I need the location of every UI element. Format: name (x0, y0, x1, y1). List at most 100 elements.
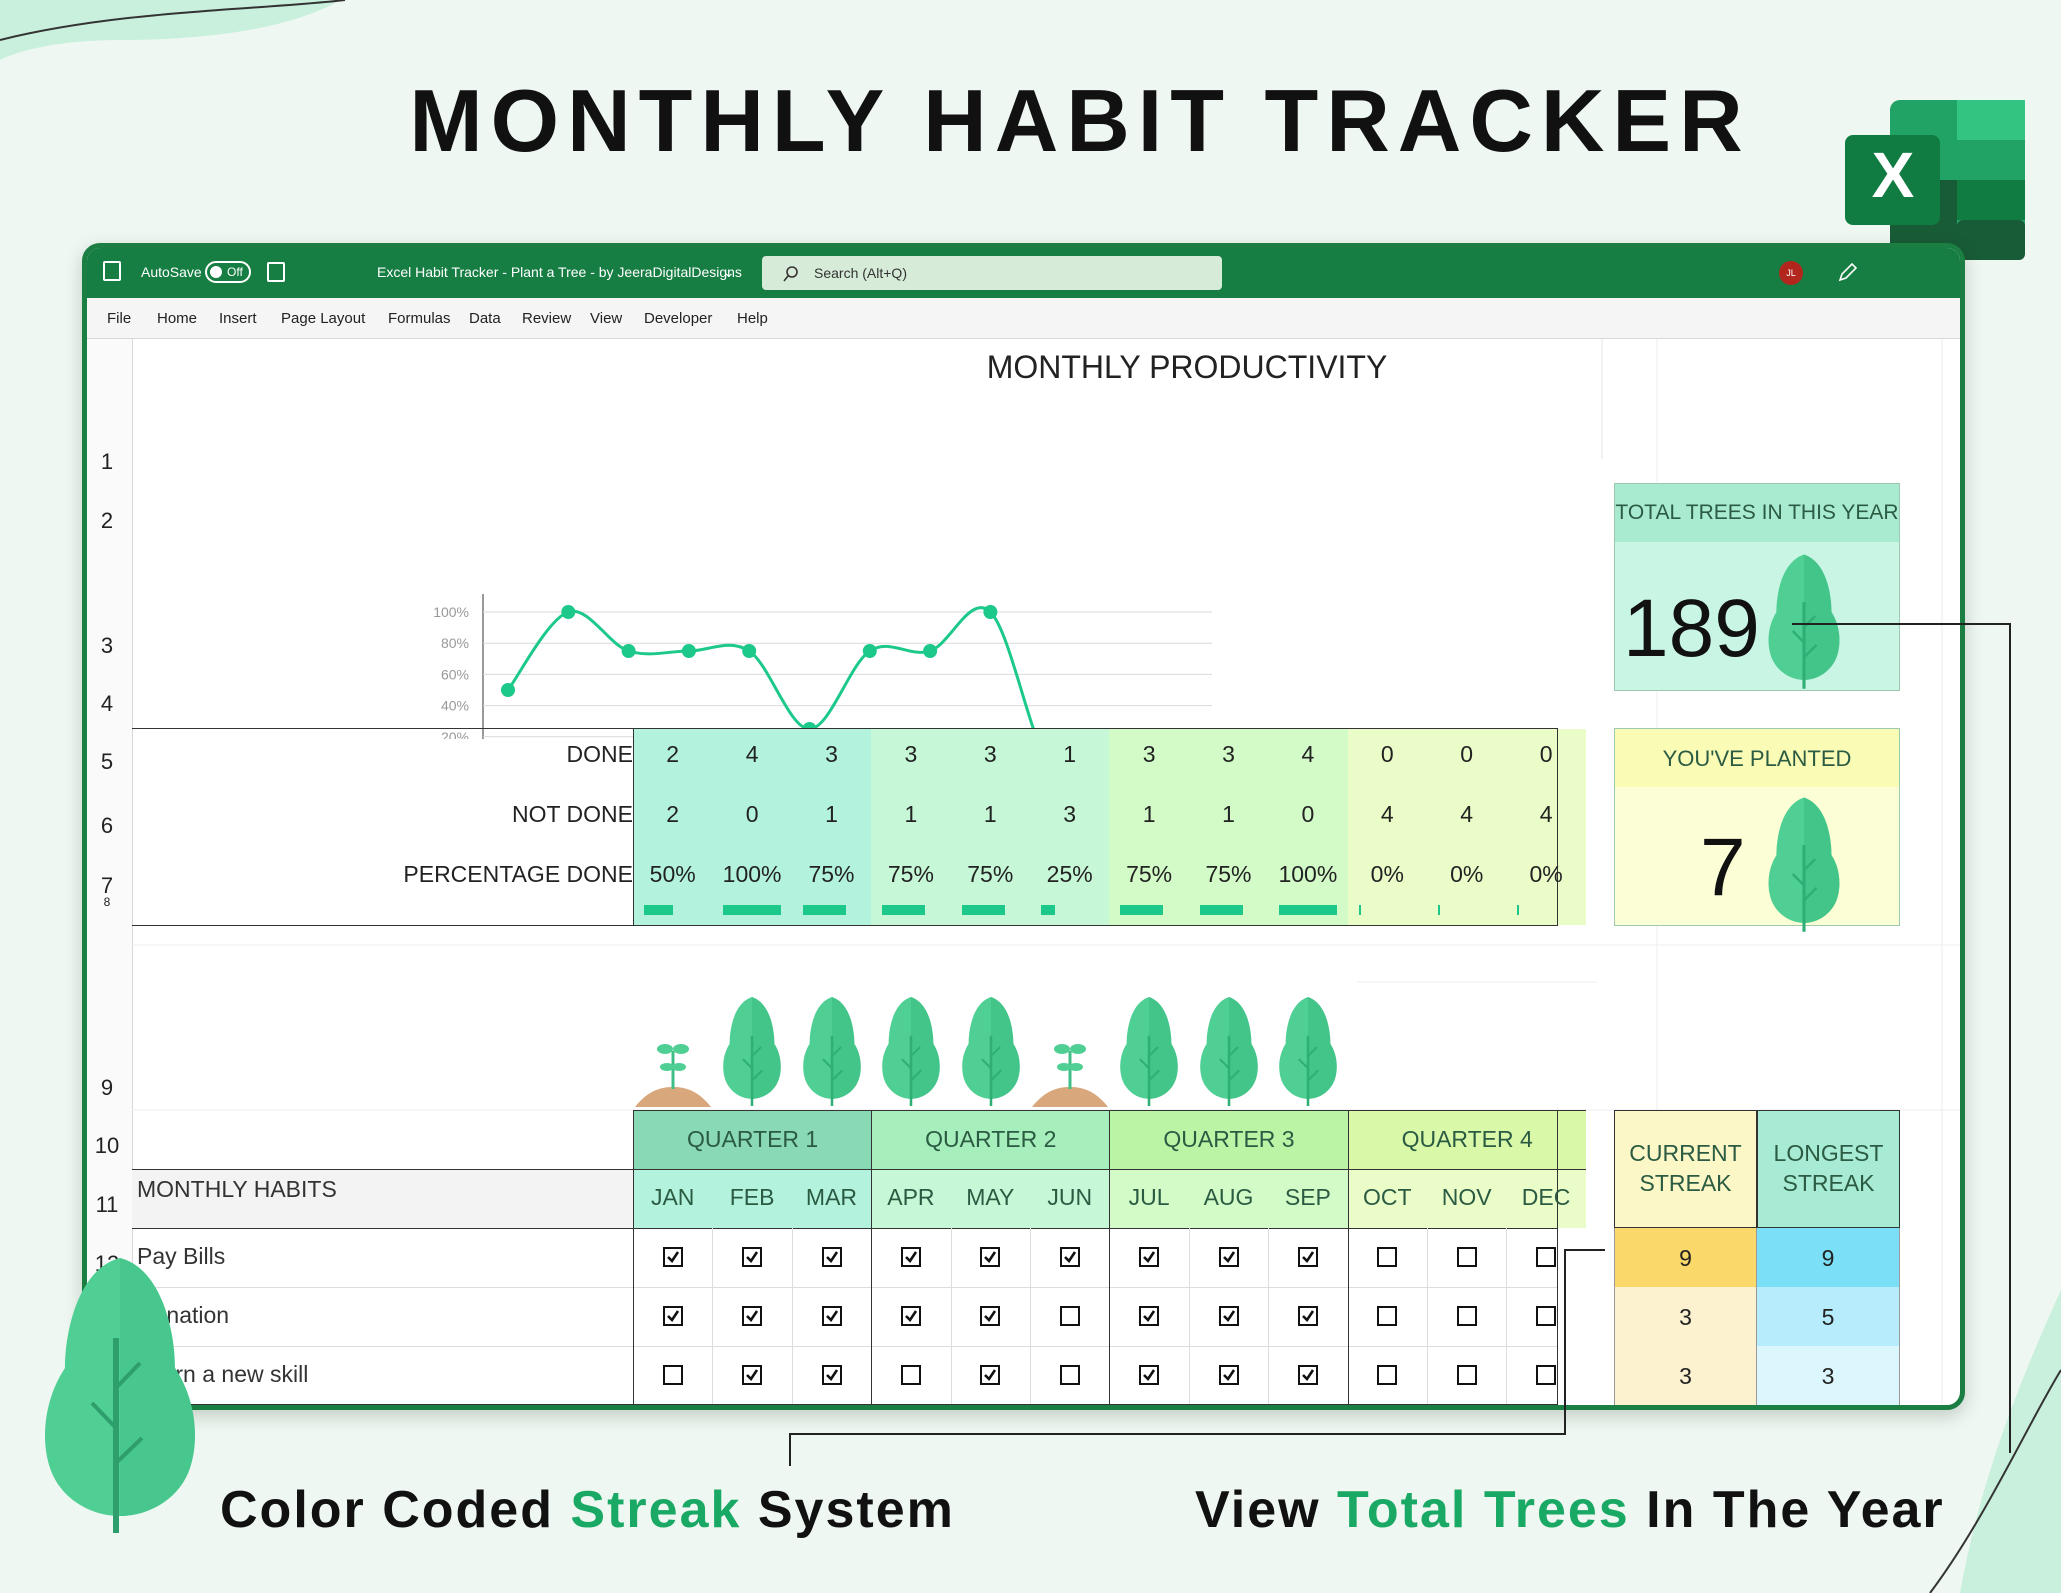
col-line (1268, 1287, 1270, 1346)
habit-name[interactable]: Pay Bills (137, 1243, 226, 1269)
col-line (1030, 1228, 1031, 1287)
menu-home[interactable]: Home (157, 310, 198, 327)
habit-checkbox[interactable] (662, 1306, 683, 1326)
progress-bar (1199, 905, 1243, 915)
chart-point (983, 605, 998, 619)
row-number[interactable]: 1 (100, 449, 114, 474)
row-number[interactable]: 5 (100, 749, 114, 774)
col-line (712, 1346, 714, 1405)
menu-formulas[interactable]: Formulas (388, 310, 451, 327)
col-line (791, 1287, 793, 1346)
tree-icon (1276, 995, 1340, 1107)
habit-checkbox[interactable] (1059, 1306, 1080, 1326)
habit-checkbox[interactable] (900, 1247, 921, 1267)
habit-checkbox[interactable] (821, 1247, 842, 1267)
chevron-down-icon[interactable]: ⌄ (723, 264, 735, 280)
not-done-value: 0 (1301, 801, 1315, 827)
col-line (1347, 1228, 1349, 1287)
percentage-value: 75% (1205, 861, 1252, 887)
sprout-icon (1032, 1029, 1108, 1109)
worksheet[interactable]: 1 2 3 4 5 6 7 8 9 10 11 12 MONTHLY PRODU… (87, 339, 1960, 1405)
menu-view[interactable]: View (590, 310, 623, 327)
avatar[interactable]: JL (1779, 261, 1803, 285)
current-streak-value: 3 (1679, 1363, 1692, 1389)
habit-checkbox[interactable] (900, 1306, 921, 1326)
habit-checkbox[interactable] (980, 1306, 1001, 1326)
habits-header-bg (132, 1169, 633, 1228)
progress-bar (1517, 905, 1520, 915)
row-number[interactable]: 10 (94, 1133, 120, 1158)
row-number[interactable]: 4 (100, 691, 114, 716)
menu-page-layout[interactable]: Page Layout (281, 310, 366, 327)
habit-checkbox[interactable] (1456, 1365, 1477, 1385)
row-number[interactable]: 3 (100, 633, 114, 658)
col-line (1109, 1287, 1111, 1346)
habit-checkbox[interactable] (1218, 1365, 1239, 1385)
menu-review[interactable]: Review (522, 310, 572, 327)
habit-checkbox[interactable] (1297, 1365, 1318, 1385)
row-number[interactable]: 9 (100, 1075, 114, 1100)
menu-insert[interactable]: Insert (219, 310, 257, 327)
habit-checkbox[interactable] (1297, 1306, 1318, 1326)
tree-icon (800, 995, 864, 1107)
row-number[interactable]: 6 (100, 813, 114, 838)
habit-checkbox[interactable] (1536, 1365, 1557, 1385)
current-streak-cell: 3 (1614, 1346, 1757, 1405)
row-number[interactable]: 2 (100, 508, 114, 533)
habit-checkbox[interactable] (1536, 1247, 1557, 1267)
habit-checkbox[interactable] (1536, 1306, 1557, 1326)
habit-checkbox[interactable] (742, 1306, 763, 1326)
row-line (132, 1346, 1557, 1347)
habit-checkbox[interactable] (1139, 1247, 1160, 1267)
col-line (1427, 1228, 1428, 1287)
row-line (132, 1287, 1557, 1288)
total-trees-label-bg (1615, 484, 1899, 542)
habit-checkbox[interactable] (1139, 1306, 1160, 1326)
progress-bar (882, 905, 926, 915)
row-number[interactable]: 11 (95, 1192, 119, 1217)
habit-checkbox[interactable] (1377, 1306, 1398, 1326)
chart-y-tick-label: 80% (441, 635, 469, 651)
col-line (950, 1228, 952, 1287)
longest-streak-value: 5 (1821, 1304, 1835, 1330)
habit-checkbox[interactable] (742, 1365, 763, 1385)
habit-checkbox[interactable] (1218, 1247, 1239, 1267)
menu-data[interactable]: Data (469, 310, 501, 327)
pen-icon[interactable] (1837, 261, 1859, 283)
autosave-toggle[interactable]: Off (205, 261, 251, 283)
habit-checkbox[interactable] (980, 1247, 1001, 1267)
habit-checkbox[interactable] (900, 1365, 921, 1385)
menu-help[interactable]: Help (737, 310, 768, 327)
current-streak-cell: 3 (1614, 1287, 1757, 1346)
habit-checkbox[interactable] (1456, 1247, 1477, 1267)
row-number[interactable]: 7 (100, 873, 114, 898)
habit-checkbox[interactable] (1059, 1247, 1080, 1267)
document-title[interactable]: Excel Habit Tracker - Plant a Tree - by … (377, 264, 742, 280)
habit-checkbox[interactable] (662, 1247, 683, 1267)
habit-checkbox[interactable] (742, 1247, 763, 1267)
planted-label: YOU'VE PLANTED (1662, 746, 1852, 771)
habit-checkbox[interactable] (1377, 1247, 1398, 1267)
month-header-row (1109, 1169, 1348, 1228)
autosave-label: AutoSave (141, 264, 202, 280)
habit-checkbox[interactable] (662, 1365, 683, 1385)
excel-window: AutoSave Off Excel Habit Tracker - Plant… (82, 243, 1965, 1410)
habit-checkbox[interactable] (821, 1365, 842, 1385)
search-input[interactable]: Search (Alt+Q) (762, 256, 1222, 290)
habit-checkbox[interactable] (1377, 1365, 1398, 1385)
row-number[interactable]: 8 (103, 895, 111, 909)
save-icon[interactable] (267, 262, 285, 282)
quarter-stats-bg (633, 729, 872, 925)
done-value: 1 (1063, 741, 1077, 767)
not-done-label: NOT DONE (512, 801, 633, 827)
habit-checkbox[interactable] (1218, 1306, 1239, 1326)
habit-checkbox[interactable] (1139, 1365, 1160, 1385)
habit-checkbox[interactable] (821, 1306, 842, 1326)
longest-streak-label: LONGEST STREAK (1773, 1140, 1884, 1196)
menu-file[interactable]: File (107, 310, 132, 327)
habit-checkbox[interactable] (980, 1365, 1001, 1385)
habit-checkbox[interactable] (1297, 1247, 1318, 1267)
habit-checkbox[interactable] (1059, 1365, 1080, 1385)
habit-checkbox[interactable] (1456, 1306, 1477, 1326)
menu-developer[interactable]: Developer (644, 310, 713, 327)
